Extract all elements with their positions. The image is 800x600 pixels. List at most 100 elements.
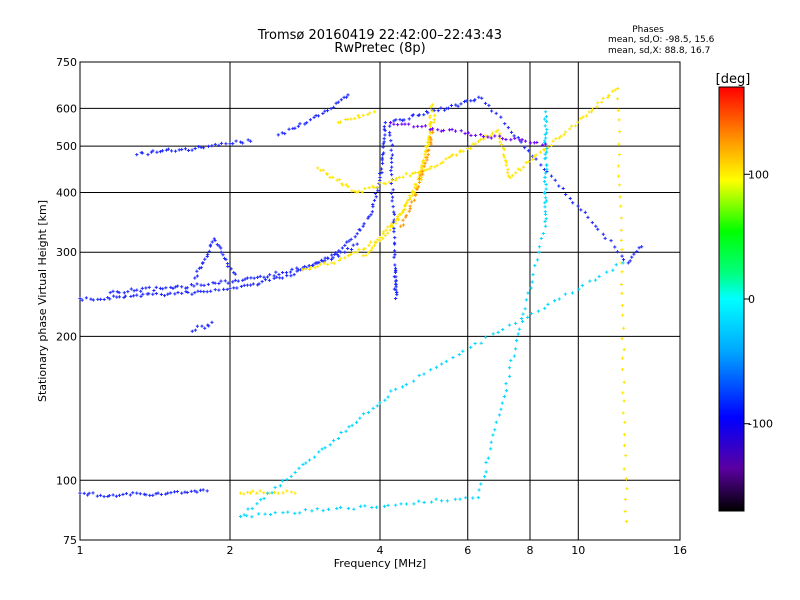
data-point xyxy=(490,131,495,135)
data-point xyxy=(367,251,371,255)
data-point xyxy=(112,294,116,298)
data-point xyxy=(561,186,565,191)
data-point xyxy=(303,267,308,271)
data-point xyxy=(147,292,151,296)
data-point xyxy=(281,491,285,495)
data-point xyxy=(346,93,350,97)
data-point xyxy=(496,128,500,132)
data-point xyxy=(422,164,426,168)
data-point xyxy=(535,258,540,262)
data-point xyxy=(413,185,417,189)
data-point xyxy=(374,240,378,245)
data-point xyxy=(544,199,549,203)
data-point xyxy=(511,173,515,178)
data-point xyxy=(338,505,343,510)
data-point xyxy=(621,391,625,395)
data-point xyxy=(514,171,518,175)
data-point xyxy=(509,130,514,134)
data-point xyxy=(99,493,103,497)
data-point xyxy=(87,491,91,495)
data-point xyxy=(422,372,426,376)
data-point xyxy=(618,195,622,199)
data-point xyxy=(473,341,477,346)
data-point xyxy=(368,111,372,115)
data-point xyxy=(262,496,266,501)
data-point xyxy=(316,114,321,118)
data-point xyxy=(600,100,604,104)
data-point xyxy=(383,121,387,125)
data-point xyxy=(389,156,394,160)
data-point xyxy=(343,256,347,260)
data-point xyxy=(499,407,503,411)
data-point xyxy=(390,143,394,147)
data-point xyxy=(242,513,246,517)
data-point xyxy=(111,289,115,293)
data-point xyxy=(626,261,630,265)
data-point xyxy=(193,290,197,295)
data-point xyxy=(369,213,373,217)
data-point xyxy=(621,261,625,265)
data-point xyxy=(426,153,430,157)
data-point xyxy=(122,291,126,295)
data-point xyxy=(210,320,214,324)
data-point xyxy=(543,191,547,196)
data-point xyxy=(611,268,615,272)
data-point xyxy=(528,141,533,145)
data-point xyxy=(447,155,451,160)
data-point xyxy=(382,125,386,129)
data-point xyxy=(628,259,632,263)
data-point xyxy=(115,295,119,299)
data-point xyxy=(502,155,506,159)
data-point xyxy=(147,285,151,290)
data-point xyxy=(268,512,273,517)
data-point xyxy=(353,117,357,121)
data-point xyxy=(439,106,443,110)
data-point xyxy=(386,231,390,235)
data-point xyxy=(234,139,238,143)
data-point xyxy=(223,279,227,283)
data-point xyxy=(335,252,339,257)
data-point xyxy=(439,161,443,166)
data-point xyxy=(229,267,233,271)
data-point xyxy=(195,282,199,286)
data-point xyxy=(278,484,282,488)
data-point xyxy=(534,153,538,157)
data-point xyxy=(429,165,433,169)
data-point xyxy=(200,324,204,328)
data-point xyxy=(549,174,554,178)
data-point xyxy=(489,447,493,451)
data-point xyxy=(529,311,534,316)
data-point xyxy=(370,210,374,214)
data-point xyxy=(400,122,404,126)
data-point xyxy=(332,105,336,110)
data-point xyxy=(620,337,624,341)
data-point xyxy=(128,493,132,497)
data-point xyxy=(198,488,203,492)
data-point xyxy=(213,238,217,243)
data-point xyxy=(219,279,223,283)
data-point xyxy=(596,227,600,231)
data-point xyxy=(417,373,421,377)
data-point xyxy=(506,126,510,130)
data-point xyxy=(392,249,397,253)
data-point xyxy=(413,171,417,175)
data-point xyxy=(493,134,497,138)
y-tick-label: 200 xyxy=(56,330,77,343)
colorbar-tick-labels: 100 0 -100 xyxy=(744,168,773,431)
x-tick-labels: 1 2 4 6 8 10 16 xyxy=(77,544,688,557)
data-point xyxy=(78,491,82,495)
data-point xyxy=(622,467,626,471)
data-point xyxy=(453,129,458,133)
data-point xyxy=(245,514,249,518)
data-point xyxy=(506,167,510,172)
data-point xyxy=(584,114,589,118)
data-point xyxy=(249,276,253,280)
data-point xyxy=(268,273,272,277)
data-point xyxy=(400,385,405,389)
data-point xyxy=(461,149,465,153)
data-point xyxy=(504,389,508,393)
data-point xyxy=(394,118,398,122)
data-point xyxy=(325,172,330,176)
data-point xyxy=(516,136,520,140)
data-point xyxy=(543,124,547,128)
